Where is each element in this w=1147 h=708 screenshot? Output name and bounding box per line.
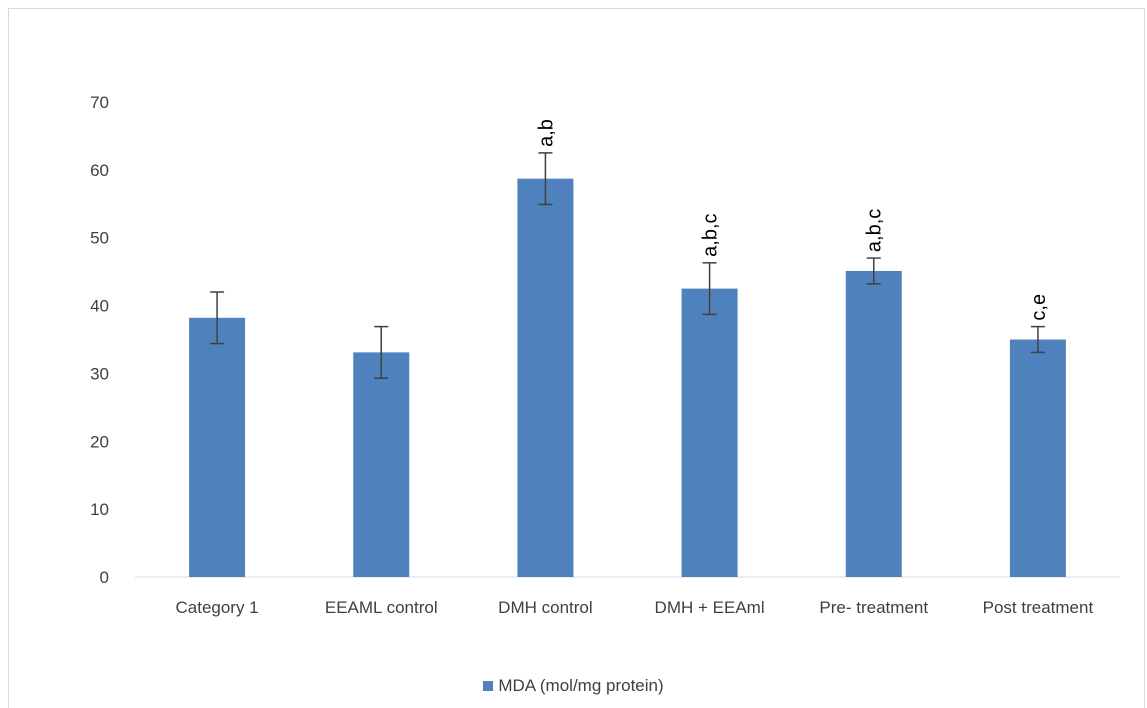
bars xyxy=(189,178,1066,577)
data-label: a,b,c xyxy=(700,213,722,256)
data-label: a,b,c xyxy=(864,209,886,252)
legend: MDA (mol/mg protein) xyxy=(0,676,1147,696)
error-bar xyxy=(866,257,881,285)
bar xyxy=(681,288,738,577)
x-tick-label: EEAML control xyxy=(325,598,438,617)
y-axis-ticks: 0 10 20 30 40 50 60 70 xyxy=(90,93,109,587)
error-bar xyxy=(702,262,717,316)
x-tick-label: Post treatment xyxy=(983,598,1094,617)
y-tick-label: 20 xyxy=(90,432,109,451)
error-bar xyxy=(210,291,225,345)
y-tick-label: 40 xyxy=(90,297,109,316)
x-tick-label: DMH + EEAml xyxy=(655,598,765,617)
y-tick-label: 30 xyxy=(90,364,109,383)
bar xyxy=(517,178,574,577)
y-tick-label: 50 xyxy=(90,229,109,248)
error-bar xyxy=(374,325,389,379)
x-tick-label: Pre- treatment xyxy=(819,598,928,617)
data-labels: a,b a,b,c a,b,c c,e xyxy=(535,119,1049,321)
bar xyxy=(189,317,246,577)
y-tick-label: 0 xyxy=(100,568,109,587)
legend-swatch xyxy=(483,680,494,691)
y-tick-label: 60 xyxy=(90,161,109,180)
x-tick-label: DMH control xyxy=(498,598,592,617)
bar xyxy=(353,352,410,577)
y-tick-label: 70 xyxy=(90,93,109,112)
error-bar xyxy=(538,152,553,206)
x-tick-label: Category 1 xyxy=(175,598,258,617)
error-bars xyxy=(210,152,1045,379)
bar xyxy=(845,270,902,577)
x-axis-ticks: Category 1 EEAML control DMH control DMH + … xyxy=(175,598,1093,617)
data-label: c,e xyxy=(1028,294,1050,321)
error-bar xyxy=(1030,325,1045,354)
y-tick-label: 10 xyxy=(90,500,109,519)
bar xyxy=(1009,339,1066,577)
data-label: a,b xyxy=(535,119,557,147)
legend-label: MDA (mol/mg protein) xyxy=(498,676,664,695)
